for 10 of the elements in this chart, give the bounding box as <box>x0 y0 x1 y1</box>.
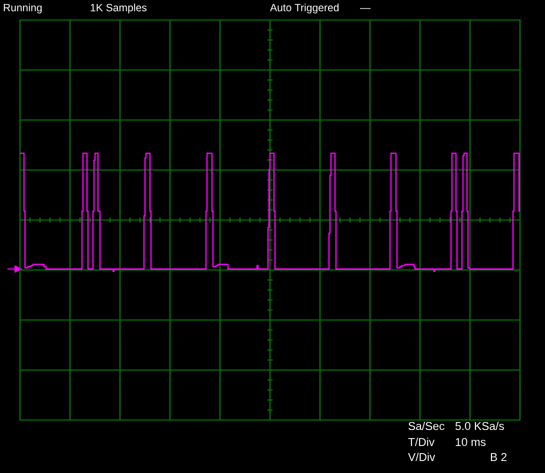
text: — <box>360 8 371 9</box>
text: Auto Triggered <box>270 4 339 14</box>
text: T/Div <box>408 438 435 446</box>
text: V/Div <box>408 452 436 462</box>
text: 5.0 KSa/s <box>455 422 504 430</box>
text: Running <box>4 4 42 14</box>
text: B 2 <box>490 452 507 461</box>
text: 10 ms <box>456 438 486 446</box>
text: Sa/Sec <box>408 422 444 430</box>
text: 1K Samples <box>90 4 147 14</box>
